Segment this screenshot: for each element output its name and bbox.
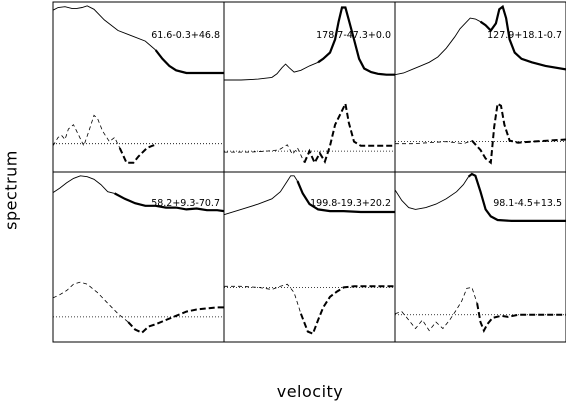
panel-frame-3 xyxy=(394,1,566,173)
derivative-thick-1 xyxy=(118,143,156,164)
panel-label-6: 98.1-4.5+13.5 xyxy=(493,198,562,209)
panel-frame-6 xyxy=(394,171,566,343)
spectrum-line-1 xyxy=(52,5,156,51)
x-axis-label: velocity xyxy=(276,382,344,401)
spectrum-thick-1 xyxy=(154,49,224,75)
derivative-line-5 xyxy=(224,283,302,314)
derivative-line-3 xyxy=(395,140,473,145)
panel-label-5: 199.8-19.3+20.2 xyxy=(310,198,391,209)
derivative-line-1 xyxy=(52,114,121,149)
derivative-line-6 xyxy=(394,286,478,332)
panel-label-2: 178.7-47.3+0.0 xyxy=(316,30,391,41)
derivative-thick-2 xyxy=(303,100,395,165)
spectrum-thick-4 xyxy=(114,192,225,213)
derivative-line-2 xyxy=(224,144,305,163)
panel-frame-1 xyxy=(52,1,225,173)
spectrum-line-3 xyxy=(394,17,481,76)
spectrum-line-4 xyxy=(52,175,115,194)
derivative-thick-4 xyxy=(127,306,224,334)
spectrum-line-2 xyxy=(224,61,319,81)
spectrum-line-6 xyxy=(394,176,469,210)
spectrum-thick-3 xyxy=(479,4,566,71)
panel-label-3: 127.9+18.1-0.7 xyxy=(487,30,562,41)
derivative-thick-5 xyxy=(299,285,395,336)
spectrum-thick-5 xyxy=(296,180,395,214)
derivative-line-4 xyxy=(52,281,129,323)
derivative-thick-3 xyxy=(471,102,566,165)
spectrum-thick-2 xyxy=(317,6,395,76)
spectrum-line-5 xyxy=(223,175,298,216)
panel-label-1: 61.6-0.3+46.8 xyxy=(151,30,220,41)
panel-label-4: 58.2+9.3-70.7 xyxy=(151,198,220,209)
derivative-thick-6 xyxy=(476,303,566,333)
spectrum-thick-6 xyxy=(467,172,566,222)
